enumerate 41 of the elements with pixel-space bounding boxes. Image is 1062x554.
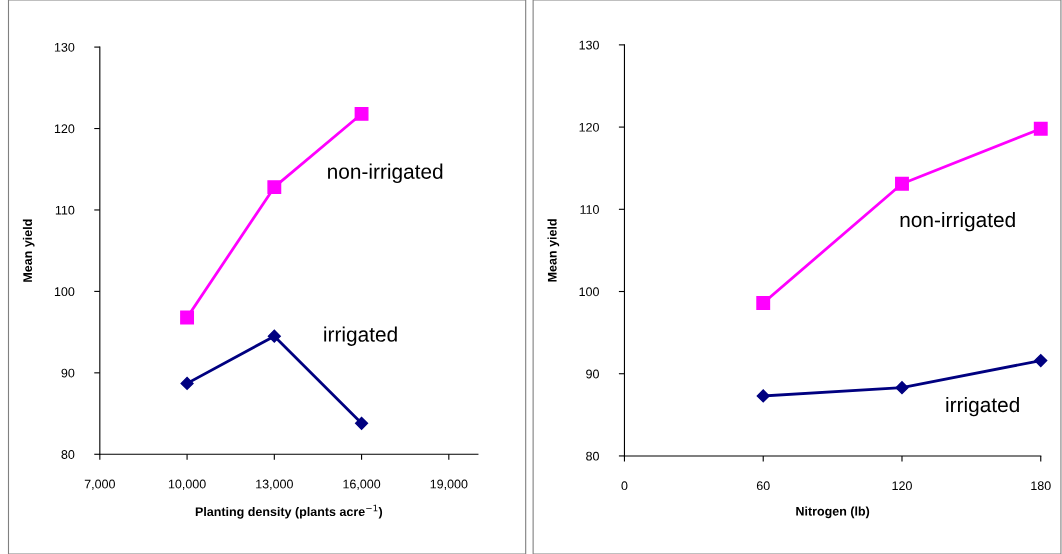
y-tick-label: 90 (61, 368, 75, 378)
y-axis-title: Mean yield (22, 219, 35, 282)
x-tick-label: 16,000 (343, 479, 381, 490)
point (267, 180, 282, 195)
point (180, 376, 194, 391)
y-tick-label: 130 (579, 40, 599, 50)
x-tick-label: 180 (1031, 481, 1051, 491)
y-tick-label: 100 (579, 287, 599, 297)
y-tick-label: 120 (54, 124, 75, 134)
point (756, 389, 770, 403)
point (1034, 353, 1048, 368)
y-tick-label: 120 (579, 122, 599, 132)
y-tick-label: 110 (55, 205, 75, 215)
x-tick-label: 120 (892, 481, 912, 491)
series-label: irrigated (946, 396, 1019, 417)
y-axis-title: Mean yield (547, 219, 560, 282)
point (267, 329, 281, 343)
point (180, 310, 195, 325)
x-tick-label: 19,000 (430, 479, 468, 490)
point (1033, 121, 1048, 136)
x-tick-label: 7,000 (84, 479, 115, 490)
point (354, 416, 369, 430)
x-tick-label: 10,000 (168, 479, 206, 490)
point (756, 296, 771, 310)
series-label: non-irrigated (328, 163, 443, 184)
point (354, 106, 369, 121)
y-tick-label: 90 (586, 369, 599, 379)
y-tick-label: 110 (580, 205, 599, 214)
y-tick-label: 100 (54, 287, 75, 297)
x-tick-label: 13,000 (256, 479, 293, 490)
y-tick-label: 80 (61, 450, 75, 459)
x-tick-label: 60 (756, 481, 770, 491)
series-label: irrigated (324, 326, 397, 346)
x-axis-title: Planting density (plants acre$^{−1}$) (195, 504, 383, 519)
x-tick-label: 0 (621, 481, 628, 491)
y-tick-label: 130 (54, 42, 75, 52)
point (895, 176, 909, 191)
point (895, 381, 909, 395)
series-label: non-irrigated (900, 211, 1015, 232)
x-axis-title: Nitrogen (lb) (796, 506, 870, 519)
y-tick-label: 80 (586, 451, 599, 461)
